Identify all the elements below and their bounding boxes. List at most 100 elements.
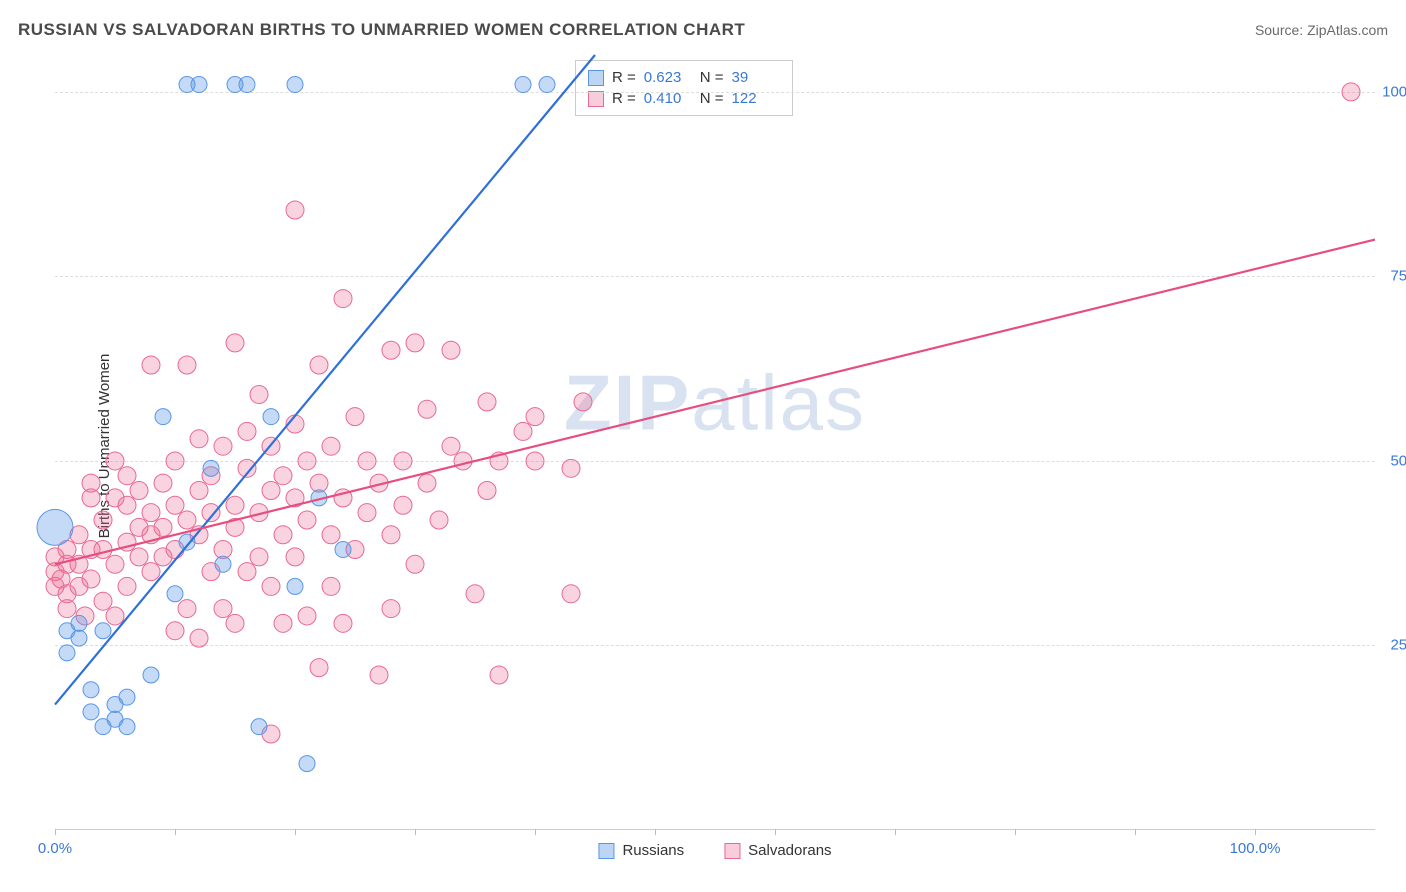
data-point bbox=[154, 474, 172, 492]
data-point bbox=[286, 201, 304, 219]
swatch-icon bbox=[598, 843, 614, 859]
data-point bbox=[515, 77, 531, 93]
data-point bbox=[310, 659, 328, 677]
data-point bbox=[406, 555, 424, 573]
data-point bbox=[214, 437, 232, 455]
data-point bbox=[274, 614, 292, 632]
data-point bbox=[526, 452, 544, 470]
data-point bbox=[394, 452, 412, 470]
y-tick-label: 25.0% bbox=[1390, 637, 1406, 654]
data-point bbox=[178, 356, 196, 374]
data-point bbox=[322, 437, 340, 455]
data-point bbox=[106, 555, 124, 573]
data-point bbox=[190, 629, 208, 647]
data-point bbox=[166, 622, 184, 640]
data-point bbox=[274, 526, 292, 544]
data-point bbox=[262, 481, 280, 499]
data-point bbox=[298, 511, 316, 529]
scatter-svg bbox=[55, 55, 1375, 830]
data-point bbox=[226, 614, 244, 632]
data-point bbox=[562, 585, 580, 603]
data-point bbox=[238, 422, 256, 440]
data-point bbox=[142, 356, 160, 374]
data-point bbox=[59, 645, 75, 661]
data-point bbox=[382, 600, 400, 618]
data-point bbox=[178, 511, 196, 529]
data-point bbox=[490, 666, 508, 684]
data-point bbox=[95, 623, 111, 639]
data-point bbox=[143, 667, 159, 683]
data-point bbox=[167, 586, 183, 602]
data-point bbox=[286, 548, 304, 566]
data-point bbox=[94, 592, 112, 610]
data-point bbox=[334, 290, 352, 308]
data-point bbox=[142, 563, 160, 581]
data-point bbox=[335, 542, 351, 558]
y-tick-label: 100.0% bbox=[1382, 83, 1406, 100]
data-point bbox=[71, 630, 87, 646]
data-point bbox=[106, 607, 124, 625]
data-point bbox=[299, 756, 315, 772]
data-point bbox=[478, 481, 496, 499]
data-point bbox=[274, 467, 292, 485]
data-point bbox=[94, 511, 112, 529]
data-point bbox=[1342, 83, 1360, 101]
data-point bbox=[94, 541, 112, 559]
data-point bbox=[203, 460, 219, 476]
data-point bbox=[382, 341, 400, 359]
x-tick-label: 0.0% bbox=[38, 840, 72, 857]
data-point bbox=[226, 496, 244, 514]
data-point bbox=[178, 600, 196, 618]
data-point bbox=[191, 77, 207, 93]
y-tick-label: 50.0% bbox=[1390, 452, 1406, 469]
data-point bbox=[478, 393, 496, 411]
data-point bbox=[58, 600, 76, 618]
data-point bbox=[322, 526, 340, 544]
data-point bbox=[514, 422, 532, 440]
data-point bbox=[287, 578, 303, 594]
swatch-icon bbox=[724, 843, 740, 859]
chart-title: RUSSIAN VS SALVADORAN BIRTHS TO UNMARRIE… bbox=[18, 20, 745, 40]
data-point bbox=[358, 452, 376, 470]
data-point bbox=[562, 459, 580, 477]
data-point bbox=[287, 77, 303, 93]
data-point bbox=[190, 430, 208, 448]
data-point bbox=[238, 563, 256, 581]
data-point bbox=[118, 496, 136, 514]
data-point bbox=[214, 600, 232, 618]
plot-area: ZIPatlas R = 0.623 N = 39 R = 0.410 N = … bbox=[55, 55, 1375, 830]
data-point bbox=[394, 496, 412, 514]
data-point bbox=[166, 452, 184, 470]
trend-line bbox=[55, 240, 1375, 565]
data-point bbox=[118, 577, 136, 595]
data-point bbox=[166, 496, 184, 514]
data-point bbox=[142, 504, 160, 522]
data-point bbox=[574, 393, 592, 411]
data-point bbox=[71, 615, 87, 631]
x-tick-label: 100.0% bbox=[1230, 840, 1281, 857]
data-point bbox=[263, 409, 279, 425]
data-point bbox=[442, 437, 460, 455]
data-point bbox=[130, 481, 148, 499]
data-point bbox=[442, 341, 460, 359]
data-point bbox=[215, 556, 231, 572]
data-point bbox=[454, 452, 472, 470]
data-point bbox=[119, 689, 135, 705]
data-point bbox=[226, 334, 244, 352]
data-point bbox=[346, 408, 364, 426]
title-bar: RUSSIAN VS SALVADORAN BIRTHS TO UNMARRIE… bbox=[18, 20, 1388, 40]
data-point bbox=[118, 467, 136, 485]
data-point bbox=[382, 526, 400, 544]
data-point bbox=[322, 577, 340, 595]
data-point bbox=[83, 682, 99, 698]
data-point bbox=[298, 607, 316, 625]
data-point bbox=[406, 334, 424, 352]
bottom-legend: Russians Salvadorans bbox=[598, 842, 831, 859]
data-point bbox=[83, 704, 99, 720]
data-point bbox=[250, 386, 268, 404]
data-point bbox=[190, 481, 208, 499]
data-point bbox=[119, 719, 135, 735]
data-point bbox=[130, 548, 148, 566]
data-point bbox=[239, 77, 255, 93]
data-point bbox=[430, 511, 448, 529]
